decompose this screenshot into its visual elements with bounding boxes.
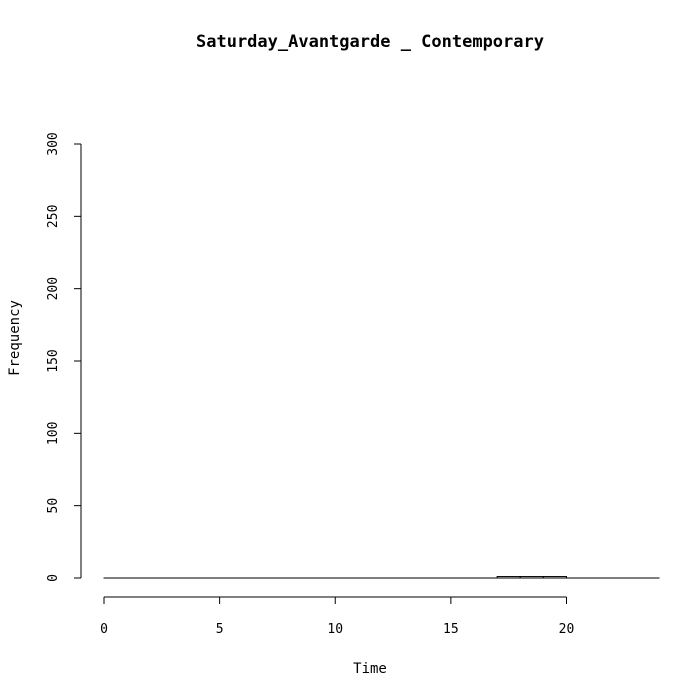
y-tick-label: 250	[46, 205, 61, 228]
x-tick-label: 20	[559, 622, 575, 637]
y-tick-label: 50	[46, 498, 61, 514]
x-axis-title: Time	[353, 661, 387, 677]
x-tick-label: 10	[327, 622, 343, 637]
x-tick-label: 5	[216, 622, 224, 637]
x-tick-label: 15	[443, 622, 459, 637]
x-tick-label: 0	[100, 622, 108, 637]
bars-group	[103, 576, 660, 579]
y-axis: 0 50 100 150 200 250 300	[46, 132, 82, 582]
y-tick-label: 100	[46, 422, 61, 445]
histogram-bar	[496, 576, 521, 579]
x-axis: 0 5 10 15 20	[100, 596, 575, 637]
y-tick-label: 300	[46, 132, 61, 155]
y-tick-label: 0	[46, 574, 61, 582]
chart-title: Saturday_Avantgarde _ Contemporary	[196, 32, 544, 52]
y-axis-title: Frequency	[7, 300, 23, 376]
histogram-bar	[542, 576, 567, 579]
y-tick-label: 150	[46, 349, 61, 372]
histogram-bar	[519, 576, 544, 579]
y-tick-label: 200	[46, 277, 61, 300]
